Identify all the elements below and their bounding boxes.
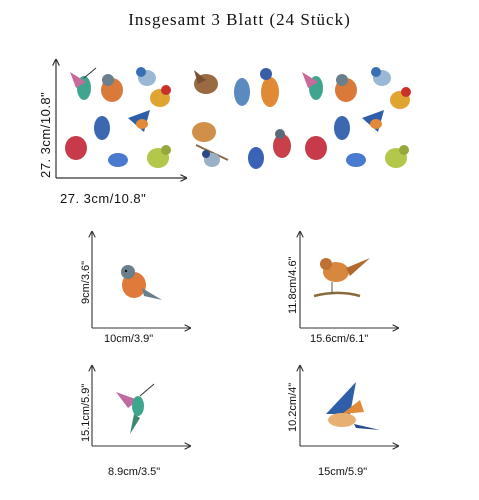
robin-sticker <box>121 265 162 300</box>
wren-sticker <box>313 258 370 298</box>
hummingbird-width-label: 8.9cm/3.5" <box>108 466 161 478</box>
hummingbird-sticker <box>116 383 155 434</box>
hummingbird-dimension-axes <box>92 366 190 446</box>
sheet-panel-2 <box>192 68 291 169</box>
robin-width-label: 10cm/3.9" <box>104 333 154 345</box>
robin-dimension-axes <box>92 232 190 328</box>
robin-height-label: 9cm/3.6" <box>80 260 92 304</box>
wren-dimension-axes <box>300 232 398 328</box>
sheet-height-label: 27. 3cm/10.8" <box>38 91 53 178</box>
sheet-panel-3 <box>302 67 411 168</box>
swallow-height-label: 10.2cm/4" <box>287 382 299 432</box>
wren-width-label: 15.6cm/6.1" <box>310 333 369 345</box>
page-title: Insgesamt 3 Blatt (24 Stück) <box>128 10 351 29</box>
hummingbird-height-label: 15.1cm/5.9" <box>80 383 92 442</box>
sticker-sheet-birds <box>65 67 411 169</box>
swallow-width-label: 15cm/5.9" <box>318 466 368 478</box>
sheet-panel-1 <box>65 67 171 168</box>
swallow-dimension-axes <box>300 366 398 446</box>
swallow-sticker <box>326 382 380 430</box>
sheet-width-label: 27. 3cm/10.8" <box>60 191 147 206</box>
wren-height-label: 11.8cm/4.6" <box>287 256 299 314</box>
sheet-dimension-axes <box>56 60 186 178</box>
